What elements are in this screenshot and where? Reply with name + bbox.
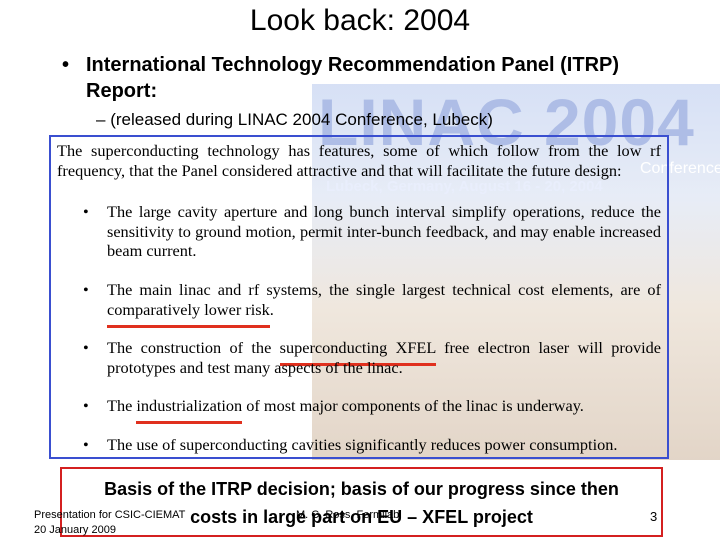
quote-list: The large cavity aperture and long bunch… [57, 202, 661, 454]
highlighted-phrase: superconducting XFEL [279, 338, 436, 367]
quote-item: The use of superconducting cavities sign… [57, 435, 661, 455]
quote-item: The large cavity aperture and long bunch… [57, 202, 661, 261]
quote-box: The superconducting technology has featu… [49, 135, 669, 459]
background-place: Lubeck, Germany, August 16 - 20, 2004 [326, 178, 603, 195]
callout-box: Basis of the ITRP decision; basis of our… [60, 467, 663, 537]
background-conference: Conference [640, 160, 720, 177]
sub-bullet: (released during LINAC 2004 Conference, … [96, 110, 493, 130]
quote-item: The industrialization of most major comp… [57, 396, 661, 425]
item-text: The construction of the [107, 338, 280, 358]
highlighted-phrase: comparatively lower risk [107, 299, 270, 328]
footer-event: Presentation for CSIC-CIEMAT [34, 509, 186, 521]
quote-intro: The superconducting technology has featu… [57, 141, 661, 180]
callout-line: costs in large part on EU – XFEL project [190, 507, 533, 527]
item-text: The use of superconducting cavities sign… [107, 434, 618, 454]
callout-line: Basis of the ITRP decision; basis of our… [104, 479, 619, 499]
quote-item: The main linac and rf systems, the singl… [57, 279, 661, 328]
footer-date: 20 January 2009 [34, 524, 116, 536]
highlighted-phrase: industrialization [136, 396, 243, 425]
item-text: The [107, 396, 137, 416]
item-text: free electron laser will provide prototy… [107, 338, 661, 377]
quote-item: The construction of the superconducting … [57, 338, 661, 377]
bullet: International Technology Recommendation … [58, 52, 678, 104]
item-text: The main linac and rf systems, the singl… [107, 279, 661, 299]
item-text: of most major components of the linac is… [242, 396, 584, 416]
slide-title: Look back: 2004 [249, 4, 471, 37]
item-text: The large cavity aperture and long bunch… [107, 202, 661, 261]
item-text: . [269, 299, 274, 319]
page-number: 3 [650, 509, 658, 524]
footer-author: M. C. Ross, Fermilab [296, 509, 400, 521]
